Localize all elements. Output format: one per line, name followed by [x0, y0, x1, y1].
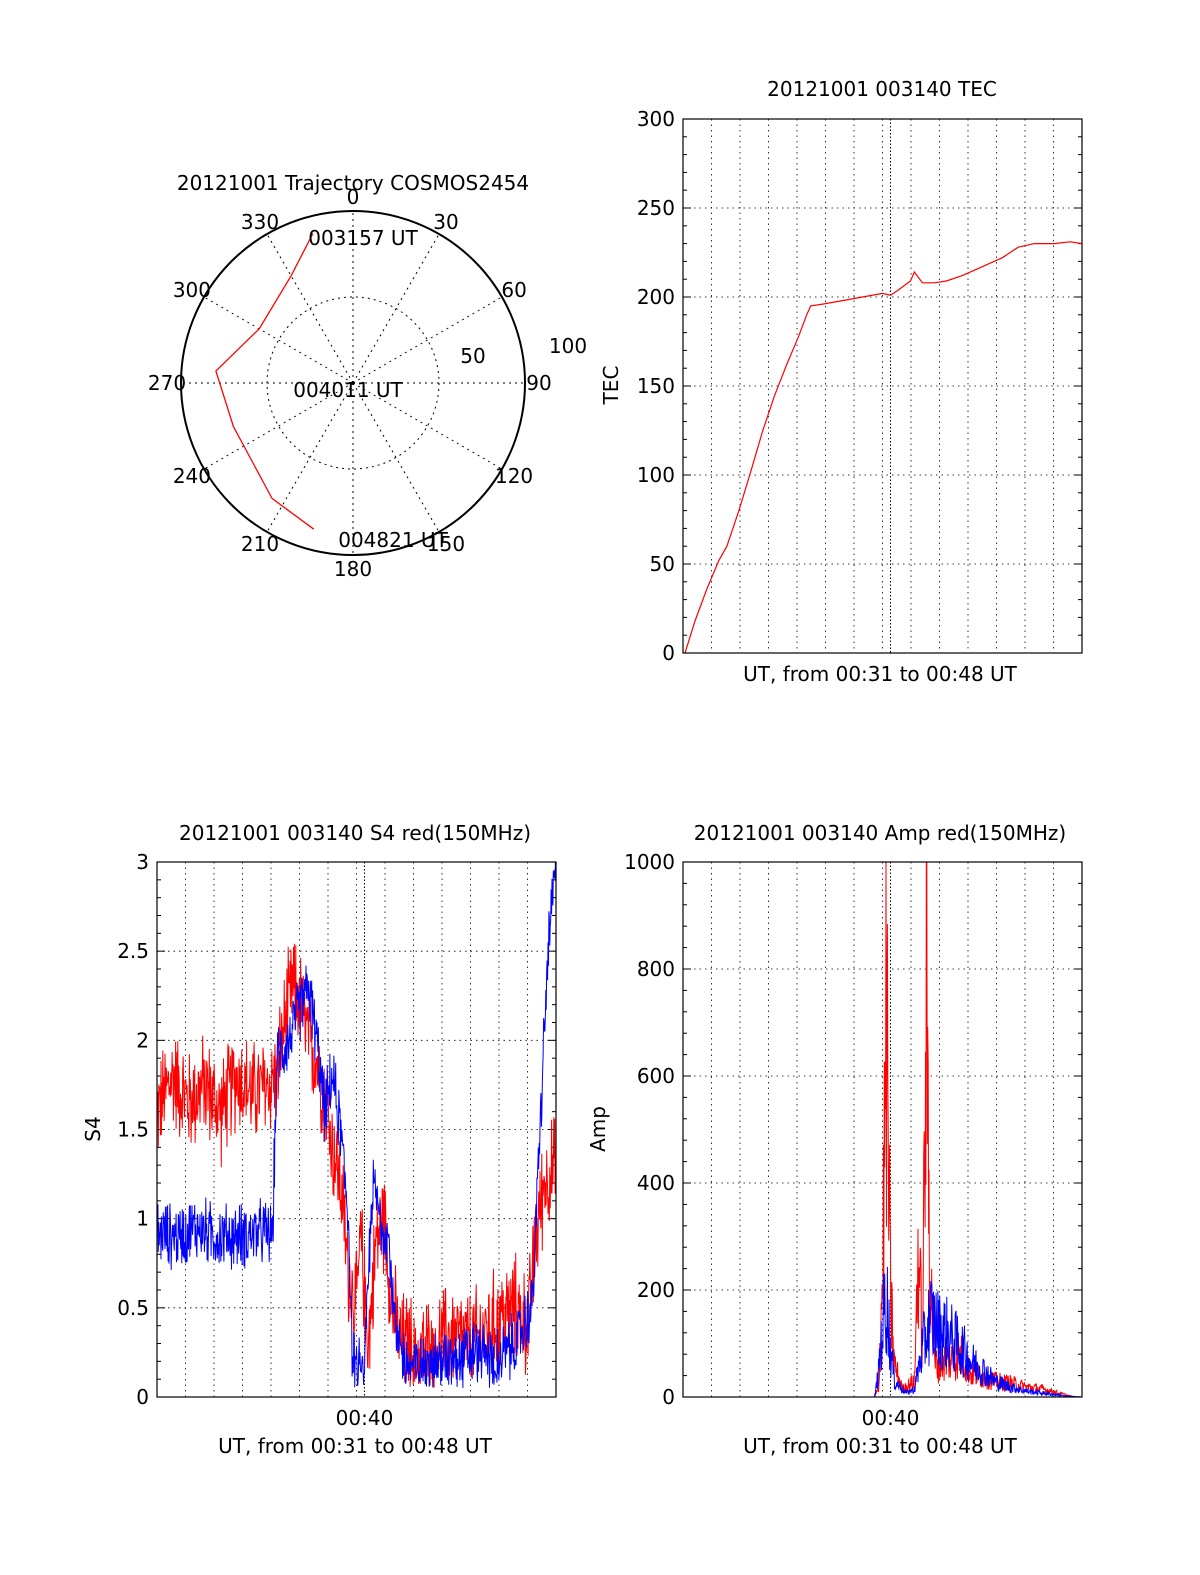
polar-plot: 20121001 Trajectory COSMOS2454 0 30 60 90 12… — [148, 171, 587, 581]
polar-trajectory-line — [215, 233, 315, 530]
tec-xlabel: UT, from 00:31 to 00:48 UT — [743, 662, 1018, 686]
polar-spoke — [203, 296, 354, 384]
polar-angle-label: 90 — [526, 371, 551, 395]
s4-axes: 0 0.5 1 1.5 2 2.5 3 00:40 — [117, 850, 557, 1430]
plot-frame — [682, 861, 1083, 1398]
polar-angle-label: 0 — [347, 185, 360, 209]
y-tick-label: 200 — [637, 285, 675, 309]
polar-angle-label: 150 — [427, 532, 465, 556]
y-tick-label: 1000 — [624, 850, 675, 874]
amp-title: 20121001 003140 Amp red(150MHz) — [694, 821, 1066, 845]
data-series-line — [157, 862, 556, 1389]
polar-spoke — [352, 382, 440, 533]
s4-xlabel: UT, from 00:31 to 00:48 UT — [218, 1434, 493, 1458]
polar-angle-label: 240 — [173, 464, 211, 488]
y-tick-label: 2 — [136, 1028, 149, 1052]
polar-angle-label: 210 — [241, 532, 279, 556]
y-tick-label: 250 — [637, 196, 675, 220]
data-series-line — [157, 943, 556, 1388]
polar-angle-label: 330 — [241, 210, 279, 234]
polar-title: 20121001 Trajectory COSMOS2454 — [177, 171, 529, 195]
plot-frame — [682, 118, 1083, 654]
s4-plot: 20121001 003140 S4 red(150MHz) UT, from … — [81, 821, 557, 1458]
y-tick-label: 600 — [637, 1064, 675, 1088]
y-tick-label: 2.5 — [117, 939, 149, 963]
polar-spoke — [266, 382, 354, 533]
y-tick-label: 400 — [637, 1171, 675, 1195]
polar-outer-circle — [180, 210, 526, 556]
amp-xlabel: UT, from 00:31 to 00:48 UT — [743, 1434, 1018, 1458]
polar-time-annotation: 004821 UT — [338, 528, 448, 552]
y-tick-label: 1.5 — [117, 1118, 149, 1142]
data-series-line — [683, 862, 1082, 1397]
polar-spoke — [352, 382, 503, 470]
polar-labels: 0 30 60 90 120 150 180 210 240 270 300 330 50 100 0031… — [148, 185, 587, 581]
y-tick-label: 150 — [637, 374, 675, 398]
y-tick-label: 0 — [662, 1385, 675, 1409]
series-group — [157, 862, 556, 1389]
polar-spoke — [352, 296, 503, 384]
amp-axes: 0 200 400 600 800 1000 00:40 — [624, 850, 1083, 1430]
polar-angle-label: 30 — [433, 210, 458, 234]
y-tick-label: 800 — [637, 957, 675, 981]
polar-angle-label: 300 — [173, 278, 211, 302]
x-tick-label: 00:40 — [862, 1406, 920, 1430]
y-tick-label: 100 — [637, 463, 675, 487]
tec-ylabel: TEC — [599, 366, 623, 406]
y-tick-label: 0 — [662, 641, 675, 665]
polar-grid — [180, 210, 526, 556]
polar-radial-label: 100 — [549, 334, 587, 358]
y-tick-label: 0.5 — [117, 1296, 149, 1320]
plot-frame — [156, 861, 557, 1398]
amp-plot: 20121001 003140 Amp red(150MHz) UT, from… — [586, 821, 1083, 1458]
polar-angle-label: 60 — [501, 278, 526, 302]
y-tick-label: 50 — [650, 552, 675, 576]
polar-spoke — [203, 382, 354, 470]
data-series-line — [684, 241, 1082, 653]
polar-radial-label: 50 — [460, 344, 485, 368]
y-tick-label: 3 — [136, 850, 149, 874]
polar-angle-label: 180 — [334, 557, 372, 581]
data-series-line — [683, 1266, 1082, 1397]
series-group — [684, 241, 1082, 653]
polar-angle-label: 120 — [495, 464, 533, 488]
amp-ylabel: Amp — [586, 1106, 610, 1152]
x-tick-label: 00:40 — [336, 1406, 394, 1430]
polar-series — [215, 233, 315, 530]
polar-spoke — [266, 233, 354, 384]
s4-title: 20121001 003140 S4 red(150MHz) — [179, 821, 531, 845]
polar-time-annotation: 004011 UT — [293, 378, 403, 402]
polar-angle-label: 270 — [148, 371, 186, 395]
y-tick-label: 0 — [136, 1385, 149, 1409]
y-tick-label: 1 — [136, 1207, 149, 1231]
series-group — [683, 862, 1082, 1397]
tec-plot: 20121001 003140 TEC UT, from 00:31 to 00… — [599, 77, 1083, 686]
y-tick-label: 300 — [637, 107, 675, 131]
y-tick-label: 200 — [637, 1278, 675, 1302]
s4-ylabel: S4 — [81, 1116, 105, 1141]
polar-spoke — [352, 233, 440, 384]
tec-axes: 0 50 100 150 200 250 300 — [637, 107, 1083, 665]
tec-title: 20121001 003140 TEC — [767, 77, 997, 101]
polar-time-annotation: 003157 UT — [308, 226, 418, 250]
